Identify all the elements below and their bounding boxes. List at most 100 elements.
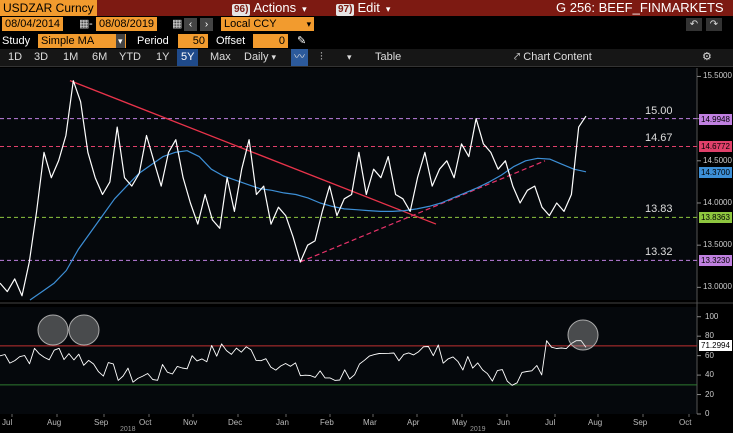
tf-ytd[interactable]: YTD: [119, 51, 141, 63]
x-tick-label: Nov: [183, 418, 198, 427]
x-tick-label: Sep: [633, 418, 648, 427]
period-input[interactable]: 50: [178, 34, 208, 48]
end-date-input[interactable]: 08/08/2019: [96, 17, 158, 31]
x-tick-label: Jul: [545, 418, 556, 427]
level-tag: 14.9948: [699, 113, 732, 125]
x-tick-label: Feb: [320, 418, 334, 427]
actions-label: Actions: [253, 0, 297, 15]
study-select[interactable]: Simple MA: [38, 34, 126, 48]
next-period-button[interactable]: ›: [200, 18, 213, 31]
uptrend-line: [299, 160, 546, 263]
rsi-tick-label: 40: [705, 370, 714, 380]
level-tag: 14.6772: [699, 141, 732, 153]
tf-1y[interactable]: 1Y: [156, 51, 170, 63]
date-range-bar: [0, 16, 733, 33]
x-tick-label: Jul: [2, 418, 13, 427]
tf-6m[interactable]: 6M: [92, 51, 108, 63]
level-label: 15.00: [645, 104, 673, 117]
sma-tag: 14.3700: [699, 166, 732, 178]
level-tag: 13.8363: [699, 212, 732, 224]
title-bar: USDZAR Curncy 96) Actions ▾ 97) Edit ▾ G 256…: [0, 0, 733, 16]
currency-select[interactable]: Local CCY ▾: [221, 17, 315, 31]
edit-label: Edit: [357, 0, 380, 15]
level-label: 14.67: [645, 132, 673, 145]
period-label: Period: [137, 35, 169, 47]
chevron-down-icon: ▾: [306, 19, 312, 29]
chart-content-label: Chart Content: [523, 51, 592, 63]
calendar-icon-end[interactable]: ▦: [172, 18, 183, 30]
price-tick-label: 14.5000: [703, 155, 732, 165]
ticker-field[interactable]: USDZAR Curncy: [0, 0, 97, 16]
x-tick-label: Jun: [497, 418, 510, 427]
sma-line: [29, 150, 587, 301]
rsi-tick-label: 20: [705, 389, 714, 399]
study-dropdown-icon[interactable]: ▾: [116, 34, 125, 48]
offset-input[interactable]: 0: [253, 34, 288, 48]
prev-period-button[interactable]: ‹: [184, 18, 197, 31]
x-tick-label: Aug: [47, 418, 62, 427]
edit-num: 97): [336, 4, 355, 16]
x-tick-label: Dec: [228, 418, 243, 427]
price-line: [0, 80, 587, 297]
price-panel-bg: [0, 68, 697, 300]
undo-icon[interactable]: ↶: [686, 18, 702, 31]
tf-max[interactable]: Max: [210, 51, 231, 63]
study-label: Study: [2, 35, 31, 47]
level-tag: 13.3230: [699, 255, 732, 267]
settings-gear-icon[interactable]: ⚙: [702, 51, 712, 63]
x-tick-label: Oct: [139, 418, 152, 427]
bar-style-icon[interactable]: ⫶: [320, 51, 323, 63]
x-tick-label: Aug: [588, 418, 603, 427]
actions-menu[interactable]: 96) Actions ▾: [232, 0, 307, 17]
year-label-2018: 2018: [120, 426, 136, 433]
rsi-tick-label: 80: [705, 331, 714, 341]
x-tick-label: Sep: [94, 418, 109, 427]
actions-num: 96): [232, 4, 251, 16]
rsi-panel-bg: [0, 307, 697, 414]
style-dropdown-icon[interactable]: ▾: [347, 52, 352, 62]
page-code: G 256: BEEF_FINMARKETS: [556, 0, 724, 15]
actions-caret-icon: ▾: [302, 4, 307, 14]
edit-menu[interactable]: 97) Edit ▾: [336, 0, 390, 17]
pencil-icon[interactable]: ✎: [297, 35, 307, 47]
frequency-label: Daily: [244, 51, 269, 63]
price-tick-label: 15.5000: [703, 71, 732, 81]
rsi-tag: 71.2994: [699, 339, 732, 351]
start-date-input[interactable]: 08/04/2014: [2, 17, 64, 31]
overbought-highlight: [567, 319, 599, 351]
tf-1m[interactable]: 1M: [63, 51, 79, 63]
overbought-highlight: [68, 314, 100, 346]
frequency-select[interactable]: Daily ▾: [240, 49, 280, 66]
x-tick-label: Jan: [276, 418, 289, 427]
year-label-2019: 2019: [470, 426, 486, 433]
x-tick-label: Mar: [363, 418, 377, 427]
table-button[interactable]: Table: [375, 51, 402, 63]
rsi-tick-label: 60: [705, 350, 714, 360]
price-tick-label: 13.0000: [703, 282, 732, 292]
offset-label: Offset: [216, 35, 246, 47]
x-tick-label: Apr: [407, 418, 420, 427]
tf-3d[interactable]: 3D: [34, 51, 49, 63]
chart-content-button[interactable]: ⤤ Chart Content: [510, 49, 596, 66]
rsi-line: [0, 340, 587, 386]
frequency-caret-icon: ▾: [271, 52, 277, 62]
tf-1d[interactable]: 1D: [8, 51, 23, 63]
downtrend-line: [69, 80, 437, 225]
x-tick-label: May: [452, 418, 468, 427]
level-label: 13.32: [645, 246, 673, 259]
date-separator: -: [89, 18, 93, 30]
x-tick-label: Oct: [679, 418, 692, 427]
currency-label: Local CCY: [224, 18, 277, 30]
chart-content-icon: ⤤: [514, 51, 521, 63]
price-tick-label: 14.0000: [703, 197, 732, 207]
rsi-tick-label: 100: [705, 311, 719, 321]
line-chart-icon[interactable]: 〰: [291, 49, 308, 66]
rsi-tick-label: 0: [705, 409, 710, 418]
redo-icon[interactable]: ↷: [706, 18, 722, 31]
tf-5y[interactable]: 5Y: [177, 49, 199, 66]
overbought-highlight: [37, 314, 69, 346]
calendar-icon[interactable]: ▦: [79, 18, 90, 30]
level-label: 13.83: [645, 203, 673, 216]
price-tick-label: 13.5000: [703, 240, 732, 250]
